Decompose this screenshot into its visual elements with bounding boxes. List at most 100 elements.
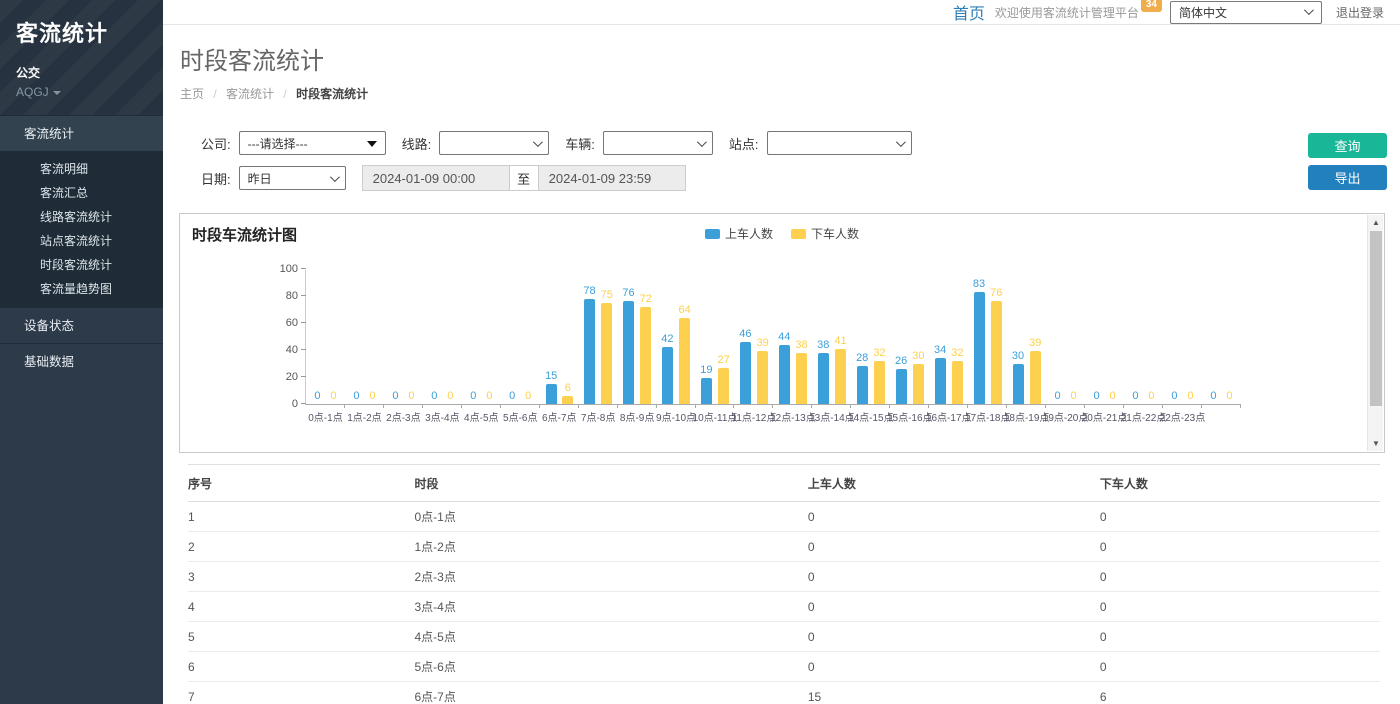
bar-value-label: 76 (622, 287, 634, 299)
y-axis-label: 40 (270, 344, 298, 356)
bar-上车人数 (974, 292, 985, 404)
x-axis-label: 3点-4点 (425, 409, 459, 424)
bar-value-label: 39 (756, 337, 768, 349)
sidebar-subitem-客流汇总[interactable]: 客流汇总 (0, 181, 163, 205)
chevron-down-icon (1304, 5, 1314, 15)
table-cell: 0 (1100, 622, 1380, 652)
x-axis-label: 4点-5点 (464, 409, 498, 424)
table-header-上车人数: 上车人数 (808, 465, 1100, 502)
bar-group-11点-12点: 463911点-12点 (734, 270, 773, 404)
bar-value-label: 42 (661, 333, 673, 345)
bar-value-label: 38 (817, 339, 829, 351)
sidebar-item-基础数据[interactable]: 基础数据 (0, 343, 163, 379)
bar-下车人数 (562, 396, 573, 404)
bar-value-label: 27 (718, 354, 730, 366)
sidebar-subitem-客流量趋势图[interactable]: 客流量趋势图 (0, 277, 163, 301)
breadcrumb-section[interactable]: 客流统计 (226, 87, 274, 101)
table-cell: 0点-1点 (414, 502, 807, 532)
table-cell: 3点-4点 (414, 592, 807, 622)
legend-entry-上车人数[interactable]: 上车人数 (705, 225, 773, 242)
table-cell: 6点-7点 (414, 682, 807, 704)
bar-value-label: 0 (1187, 390, 1193, 402)
x-axis-label: 5点-6点 (503, 409, 537, 424)
dropdown-arrow-icon (367, 141, 377, 147)
bar-value-label: 0 (353, 390, 359, 402)
date-from-input[interactable]: 2024-01-09 00:00 (362, 165, 510, 191)
sidebar-subitem-线路客流统计[interactable]: 线路客流统计 (0, 205, 163, 229)
chevron-down-icon (533, 137, 543, 147)
chevron-down-icon (697, 137, 707, 147)
bar-value-label: 32 (873, 347, 885, 359)
table-row: 32点-3点00 (188, 562, 1380, 592)
station-select[interactable] (767, 131, 912, 155)
sidebar-subitem-时段客流统计[interactable]: 时段客流统计 (0, 253, 163, 277)
scroll-down-icon[interactable]: ▼ (1368, 436, 1384, 451)
sidebar-nav: 客流统计客流明细客流汇总线路客流统计站点客流统计时段客流统计客流量趋势图设备状态… (0, 115, 163, 379)
bar-value-label: 46 (739, 328, 751, 340)
table-cell: 7 (188, 682, 414, 704)
notification-badge[interactable]: 34 (1141, 0, 1162, 12)
table-cell: 0 (808, 652, 1100, 682)
bar-下车人数 (601, 303, 612, 404)
export-button[interactable]: 导出 (1308, 165, 1387, 190)
welcome-text: 欢迎使用客流统计管理平台 (995, 4, 1139, 21)
sidebar-subitem-客流明细[interactable]: 客流明细 (0, 157, 163, 181)
company-value: ---请选择--- (248, 135, 308, 152)
bar-group-23点-24点: 00 (1202, 270, 1241, 404)
bar-value-label: 39 (1029, 337, 1041, 349)
y-axis-label: 20 (270, 371, 298, 383)
bar-value-label: 38 (795, 339, 807, 351)
x-axis-label: 1点-2点 (347, 409, 381, 424)
breadcrumb-current: 时段客流统计 (296, 87, 368, 101)
date-preset-value: 昨日 (248, 170, 272, 187)
bar-上车人数 (857, 366, 868, 404)
company-select[interactable]: ---请选择--- (239, 131, 386, 155)
bar-value-label: 72 (640, 293, 652, 305)
table-cell: 6 (188, 652, 414, 682)
bar-value-label: 0 (1071, 390, 1077, 402)
table-cell: 15 (808, 682, 1100, 704)
scroll-up-icon[interactable]: ▲ (1368, 215, 1384, 230)
search-button[interactable]: 查询 (1308, 133, 1387, 158)
line-select[interactable] (439, 131, 549, 155)
x-axis-label: 6点-7点 (542, 409, 576, 424)
logo-area: 客流统计 公交 AQGJ (0, 0, 163, 115)
org-selector[interactable]: AQGJ (16, 85, 147, 99)
sidebar-subitem-站点客流统计[interactable]: 站点客流统计 (0, 229, 163, 253)
table-cell: 3 (188, 562, 414, 592)
scrollbar-thumb[interactable] (1370, 231, 1382, 406)
logout-link[interactable]: 退出登录 (1336, 4, 1384, 21)
topbar: 首页 欢迎使用客流统计管理平台 34 简体中文 退出登录 (163, 0, 1400, 25)
bar-group-9点-10点: 42649点-10点 (657, 270, 696, 404)
table-cell: 2点-3点 (414, 562, 807, 592)
language-select[interactable]: 简体中文 (1170, 1, 1322, 24)
date-to-input[interactable]: 2024-01-09 23:59 (538, 165, 686, 191)
chart-title: 时段车流统计图 (192, 224, 297, 245)
bar-value-label: 0 (486, 390, 492, 402)
sidebar-item-客流统计[interactable]: 客流统计 (0, 115, 163, 151)
breadcrumb-home[interactable]: 主页 (180, 87, 204, 101)
home-link[interactable]: 首页 (953, 0, 985, 24)
bar-value-label: 0 (1109, 390, 1115, 402)
bar-value-label: 0 (470, 390, 476, 402)
bar-group-2点-3点: 002点-3点 (384, 270, 423, 404)
table-header-时段: 时段 (414, 465, 807, 502)
bar-value-label: 0 (1210, 390, 1216, 402)
table-cell: 0 (808, 622, 1100, 652)
legend-entry-下车人数[interactable]: 下车人数 (791, 225, 859, 242)
bar-下车人数 (1030, 351, 1041, 404)
language-value: 简体中文 (1179, 4, 1227, 21)
vehicle-select[interactable] (603, 131, 713, 155)
date-preset-select[interactable]: 昨日 (239, 166, 346, 190)
bar-value-label: 0 (1148, 390, 1154, 402)
vehicle-label: 车辆: (565, 134, 595, 153)
date-label: 日期: (201, 169, 231, 188)
bar-group-4点-5点: 004点-5点 (462, 270, 501, 404)
sidebar-item-设备状态[interactable]: 设备状态 (0, 307, 163, 343)
chart-scrollbar[interactable]: ▲ ▼ (1367, 215, 1383, 451)
bar-上车人数 (584, 299, 595, 404)
table-cell: 5点-6点 (414, 652, 807, 682)
table-cell: 4 (188, 592, 414, 622)
bar-group-10点-11点: 192710点-11点 (696, 270, 735, 404)
chevron-down-icon (895, 137, 905, 147)
